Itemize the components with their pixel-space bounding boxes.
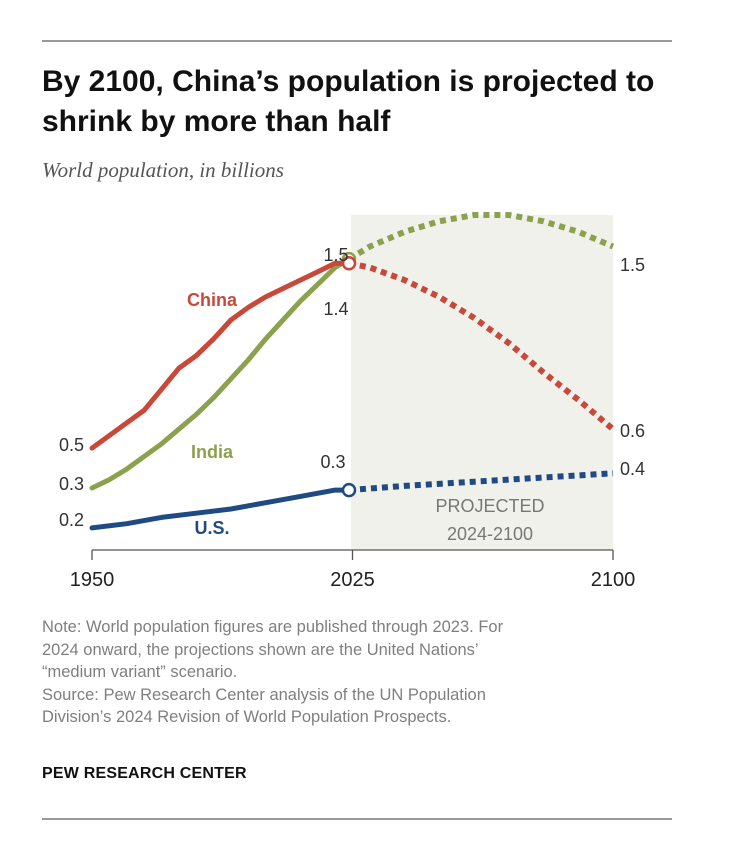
china-2025-value: 1.4 — [323, 299, 348, 319]
india-historical-line — [89, 258, 349, 491]
chart-subtitle: World population, in billions — [42, 158, 284, 182]
india-2100-value: 1.5 — [620, 255, 645, 275]
top-rule — [42, 40, 672, 42]
x-tick-label: 2100 — [591, 569, 636, 591]
us-2025-value: 0.3 — [320, 452, 345, 472]
x-tick-label: 1950 — [70, 569, 115, 591]
china-start-value: 0.5 — [59, 435, 84, 455]
chart-title: By 2100, China’s population is projected… — [42, 65, 655, 138]
note-line: Note: World population figures are publi… — [42, 618, 504, 636]
x-tick-label: 2025 — [330, 569, 375, 591]
projected-range-label: 2024-2100 — [447, 524, 533, 544]
india-projected-line — [347, 212, 615, 262]
us-2024-marker — [341, 482, 357, 498]
india-series-label: India — [191, 442, 234, 462]
china-2100-value: 0.6 — [620, 421, 645, 441]
us-projected-line — [348, 470, 614, 494]
us-series-label: U.S. — [194, 518, 229, 538]
bottom-rule — [42, 818, 672, 820]
chart-note: Note: World population figures are publi… — [42, 616, 682, 729]
india-start-value: 0.3 — [59, 474, 84, 494]
note-line: 2024 onward, the projections shown are t… — [42, 640, 479, 659]
china-historical-line — [89, 260, 349, 451]
china-series-label: China — [187, 290, 238, 310]
us-historical-line — [89, 487, 349, 531]
brand-label: PEW RESEARCH CENTER — [42, 765, 247, 782]
line-chart: PROJECTED 2024-2100 1950 2025 2100 0.5 0.3 0… — [59, 212, 645, 591]
source-line: Division’s 2024 Revision of World Popula… — [42, 708, 452, 726]
source-line: Source: Pew Research Center analysis of … — [42, 685, 486, 704]
note-line: “medium variant” scenario. — [42, 663, 238, 681]
china-projected-line — [348, 260, 615, 432]
china-2024-marker — [341, 256, 357, 271]
india-2025-value: 1.5 — [323, 245, 348, 265]
projected-label: PROJECTED — [435, 496, 544, 516]
projection-shade — [351, 215, 613, 550]
us-2100-value: 0.4 — [620, 459, 645, 479]
us-start-value: 0.2 — [59, 510, 84, 530]
